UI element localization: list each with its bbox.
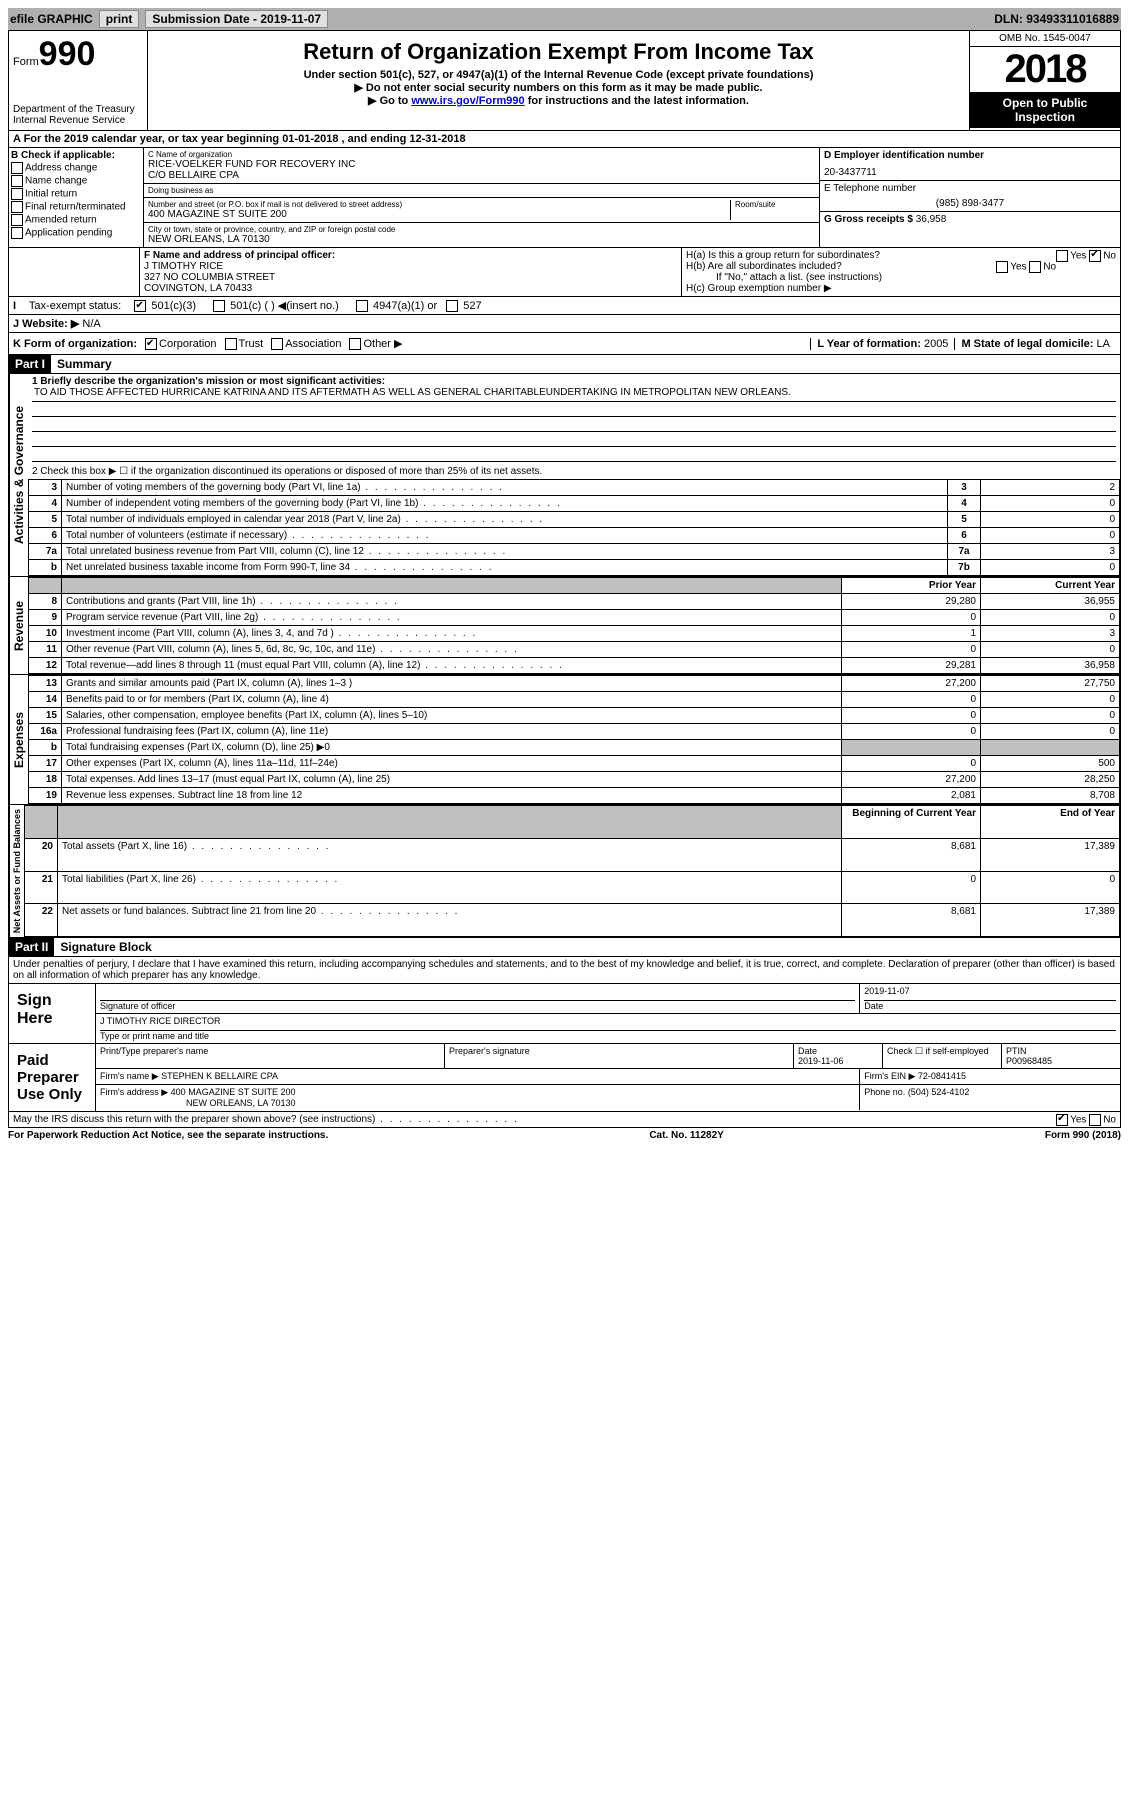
box-defg: D Employer identification number 20-3437… [819,148,1120,247]
efile-label: efile GRAPHIC [10,12,93,26]
footer-mid: Cat. No. 11282Y [649,1130,723,1141]
box-c: C Name of organization RICE-VOELKER FUND… [144,148,819,247]
gross-value: 36,958 [916,214,947,225]
row-j: J Website: ▶ N/A [8,315,1121,333]
dept-label: Department of the Treasury [13,104,143,115]
print-button[interactable]: print [99,10,140,28]
chk-initial-return[interactable]: Initial return [11,188,141,200]
side-governance: Activities & Governance [9,374,28,576]
subtitle-2: ▶ Do not enter social security numbers o… [152,81,965,94]
open-inspection: Open to Public Inspection [970,92,1120,128]
row-fh: F Name and address of principal officer:… [8,248,1121,297]
form-header: Form990 Department of the Treasury Inter… [8,30,1121,131]
org-co: C/O BELLAIRE CPA [148,170,815,181]
officer-label: F Name and address of principal officer: [144,250,677,261]
form-title: Return of Organization Exempt From Incom… [152,39,965,65]
city-label: City or town, state or province, country… [148,225,815,234]
org-info-grid: B Check if applicable: Address change Na… [8,148,1121,248]
side-expenses: Expenses [9,675,28,804]
row-i: I Tax-exempt status: 501(c)(3) 501(c) ( … [8,297,1121,315]
side-revenue: Revenue [9,577,28,674]
line2: 2 Check this box ▶ ☐ if the organization… [32,466,1116,477]
org-name: RICE-VOELKER FUND FOR RECOVERY INC [148,159,815,170]
side-netassets: Net Assets or Fund Balances [9,805,24,937]
subtitle-3-pre: ▶ Go to [368,95,411,107]
phone-label: E Telephone number [824,183,1116,194]
officer-addr1: 327 NO COLUMBIA STREET [144,272,677,283]
governance-table: 3Number of voting members of the governi… [28,479,1120,576]
form990-link[interactable]: www.irs.gov/Form990 [411,95,524,107]
chk-address-change[interactable]: Address change [11,162,141,174]
part1-expenses: Expenses 13Grants and similar amounts pa… [8,675,1121,805]
sign-here-block: Sign Here Signature of officer 2019-11-0… [8,984,1121,1044]
form-number: 990 [39,35,96,73]
row-klm: K Form of organization: Corporation Trus… [8,333,1121,355]
top-bar: efile GRAPHIC print Submission Date - 20… [8,8,1121,30]
tax-year: 2018 [970,47,1120,92]
gross-label: G Gross receipts $ [824,214,913,225]
submission-date: Submission Date - 2019-11-07 [145,10,328,28]
part2-title: Signature Block [54,938,157,956]
discuss-row: May the IRS discuss this return with the… [8,1112,1121,1128]
perjury-text: Under penalties of perjury, I declare th… [8,957,1121,984]
line1-label: 1 Briefly describe the organization's mi… [32,376,1116,387]
form-prefix: Form [13,56,39,68]
part1-netassets: Net Assets or Fund Balances Beginning of… [8,805,1121,938]
revenue-table: Prior YearCurrent Year8Contributions and… [28,577,1120,674]
suite-label: Room/suite [735,200,815,209]
hc-label: H(c) Group exemption number ▶ [686,283,1116,294]
part1-revenue: Revenue Prior YearCurrent Year8Contribut… [8,577,1121,675]
ha-label: H(a) Is this a group return for subordin… [686,250,880,261]
part2-header: Part II Signature Block [8,938,1121,957]
chk-final-return[interactable]: Final return/terminated [11,201,141,213]
ein-value: 20-3437711 [824,167,1116,178]
netassets-table: Beginning of Current YearEnd of Year20To… [24,805,1120,937]
footer-right: Form 990 (2018) [1045,1130,1121,1141]
addr-label: Number and street (or P.O. box if mail i… [148,200,726,209]
website-label: J Website: ▶ [13,318,79,330]
part1-governance: Activities & Governance 1 Briefly descri… [8,374,1121,577]
ein-label: D Employer identification number [824,150,1116,161]
subtitle-1: Under section 501(c), 527, or 4947(a)(1)… [152,69,965,81]
dba-label: Doing business as [148,186,815,195]
paid-preparer-label: Paid Preparer Use Only [9,1044,96,1111]
tax-exempt-label: Tax-exempt status: [29,300,121,312]
mission-text: TO AID THOSE AFFECTED HURRICANE KATRINA … [32,387,1116,462]
paid-preparer-block: Paid Preparer Use Only Print/Type prepar… [8,1044,1121,1112]
hb-note: If "No," attach a list. (see instruction… [686,272,1116,283]
part1-header: Part I Summary [8,355,1121,374]
subtitle-3-post: for instructions and the latest informat… [528,95,749,107]
footer-left: For Paperwork Reduction Act Notice, see … [8,1130,328,1141]
part1-title: Summary [51,355,118,373]
box-b-title: B Check if applicable: [11,150,141,161]
officer-printed: J TIMOTHY RICE DIRECTOR [100,1016,1116,1031]
expenses-table: 13Grants and similar amounts paid (Part … [28,675,1120,804]
chk-amended[interactable]: Amended return [11,214,141,226]
chk-name-change[interactable]: Name change [11,175,141,187]
hb-label: H(b) Are all subordinates included? [686,261,842,272]
page-footer: For Paperwork Reduction Act Notice, see … [8,1128,1121,1143]
org-name-label: C Name of organization [148,150,815,159]
website-value: N/A [82,318,100,330]
phone-value: (985) 898-3477 [824,198,1116,209]
row-a-taxyear: A For the 2019 calendar year, or tax yea… [8,131,1121,148]
addr-value: 400 MAGAZINE ST SUITE 200 [148,209,726,220]
k-label: K Form of organization: [13,338,137,350]
officer-addr2: COVINGTON, LA 70433 [144,283,677,294]
box-b: B Check if applicable: Address change Na… [9,148,144,247]
chk-app-pending[interactable]: Application pending [11,227,141,239]
part2-tag: Part II [9,938,54,956]
dln: DLN: 93493311016889 [994,12,1119,26]
omb-number: OMB No. 1545-0047 [970,31,1120,47]
sign-here-label: Sign Here [9,984,96,1043]
irs-label: Internal Revenue Service [13,115,143,126]
part1-tag: Part I [9,355,51,373]
officer-name: J TIMOTHY RICE [144,261,677,272]
city-value: NEW ORLEANS, LA 70130 [148,234,815,245]
